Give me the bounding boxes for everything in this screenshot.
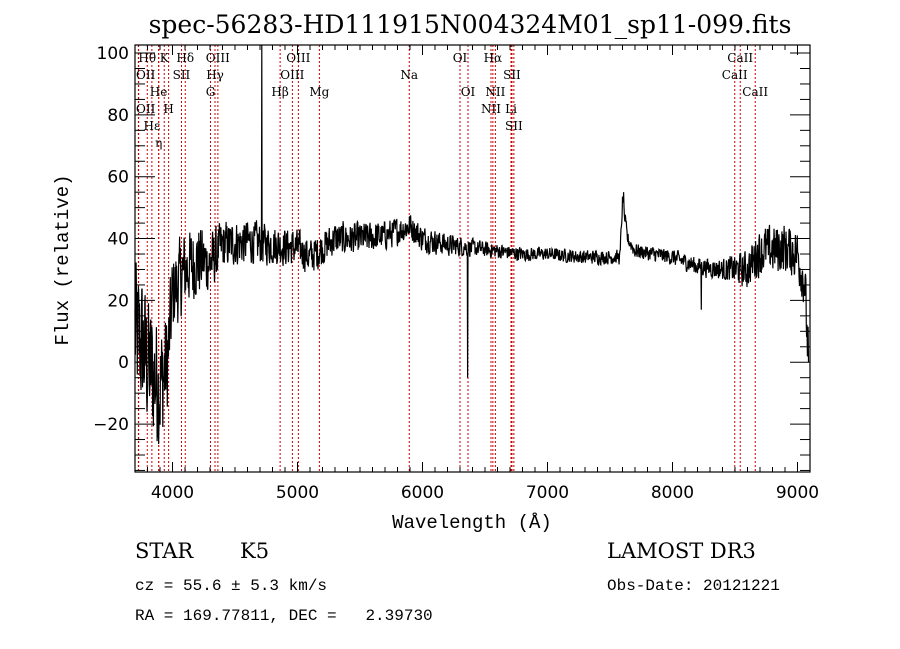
spectrum-line <box>134 44 810 445</box>
coordinates: RA = 169.77811, DEC = 2.39730 <box>135 607 433 625</box>
x-tick-label: 4000 <box>151 483 194 503</box>
x-tick-label: 8000 <box>651 483 694 503</box>
line-label: Na <box>400 68 418 82</box>
line-label: OII <box>136 102 156 116</box>
line-label: OI <box>461 85 476 99</box>
y-tick-label: 80 <box>107 106 129 126</box>
chart-title: spec-56283-HD111915N004324M01_sp11-099.f… <box>149 10 792 39</box>
line-label: OIII <box>206 51 230 65</box>
redshift-text: cz = 55.6 ± 5.3 km/s <box>135 577 327 595</box>
object-class: STAR <box>135 539 194 563</box>
line-label: NII <box>481 102 501 116</box>
x-tick-label: 6000 <box>401 483 444 503</box>
line-label: η <box>155 136 162 150</box>
line-label: CaII <box>742 85 768 99</box>
line-label: Li <box>505 102 517 116</box>
y-tick-label: 60 <box>107 168 129 188</box>
line-label: Hγ <box>206 68 224 82</box>
x-tick-label: 9000 <box>776 483 819 503</box>
line-label: Mg <box>309 85 329 99</box>
line-label: OII <box>136 68 156 82</box>
line-label: CaII <box>722 68 748 82</box>
line-label: SII <box>505 119 523 133</box>
y-tick-label: 0 <box>118 353 129 373</box>
line-label: OIII <box>286 51 310 65</box>
line-label: SII <box>503 68 521 82</box>
survey-name: LAMOST DR3 <box>607 539 756 563</box>
x-axis-label: Wavelength (Å) <box>392 512 552 534</box>
line-label: Hδ <box>176 51 194 65</box>
line-label: He <box>150 85 168 99</box>
line-label: K <box>160 51 170 65</box>
line-label: NII <box>485 85 505 99</box>
obs-date: Obs-Date: 20121221 <box>607 577 780 595</box>
object-subclass: K5 <box>240 539 269 563</box>
line-label: Hα <box>484 51 503 65</box>
line-label: SII <box>173 68 191 82</box>
line-label: Hβ <box>271 85 288 99</box>
y-axis-label: Flux (relative) <box>52 174 74 345</box>
line-label: OI <box>453 51 468 65</box>
line-label: OIII <box>280 68 304 82</box>
y-tick-label: 40 <box>107 230 129 250</box>
line-label: Hθ <box>138 51 156 65</box>
line-label: H <box>163 102 173 116</box>
y-tick-label: −20 <box>93 415 129 435</box>
line-label: G <box>206 85 216 99</box>
line-label: CaII <box>727 51 753 65</box>
axis-ticks <box>134 45 811 472</box>
x-tick-label: 7000 <box>526 483 569 503</box>
line-label: Hε <box>144 119 161 133</box>
y-tick-label: 100 <box>97 44 129 64</box>
y-tick-label: 20 <box>107 291 129 311</box>
x-tick-label: 5000 <box>276 483 319 503</box>
tick-labels: 4000 5000 6000 7000 8000 9000 −20 0 20 40 60 80 100 <box>93 44 819 503</box>
